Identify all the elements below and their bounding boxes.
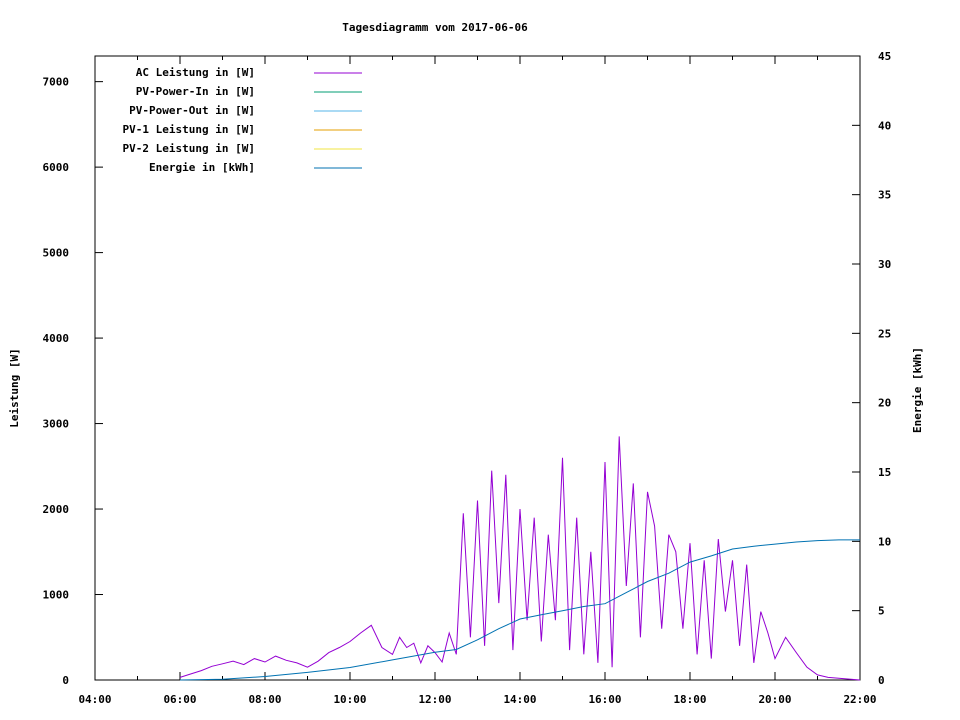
y2-tick-label: 5 [878,605,885,618]
y2-tick-label: 20 [878,397,891,410]
x-tick-label: 22:00 [843,693,876,706]
legend-label: PV-1 Leistung in [W] [123,123,255,136]
legend-label: PV-Power-Out in [W] [129,104,255,117]
x-tick-label: 18:00 [673,693,706,706]
y2-tick-label: 0 [878,674,885,687]
legend-label: Energie in [kWh] [149,161,255,174]
x-tick-label: 20:00 [758,693,791,706]
y2-tick-label: 45 [878,50,891,63]
legend: AC Leistung in [W] PV-Power-In in [W] PV-P… [123,66,362,174]
series-line-5 [179,539,860,681]
x-tick-label: 08:00 [248,693,281,706]
y-tick-label: 2000 [43,503,70,516]
legend-label: PV-Power-In in [W] [136,85,255,98]
y2-tick-label: 25 [878,327,891,340]
y2-tick-label: 15 [878,466,891,479]
y-tick-label: 0 [62,674,69,687]
y-tick-label: 1000 [43,589,70,602]
y2-tick-label: 30 [878,258,891,271]
x-tick-label: 04:00 [78,693,111,706]
y-tick-label: 7000 [43,76,70,89]
y-axis-label: Leistung [W] [8,348,21,427]
x-tick-label: 06:00 [163,693,196,706]
y2-tick-label: 10 [878,535,891,548]
y-tick-label: 4000 [43,332,70,345]
y-tick-label: 5000 [43,247,70,260]
chart-title: Tagesdiagramm vom 2017-06-06 [342,21,528,34]
y2-tick-label: 40 [878,119,891,132]
x-tick-label: 14:00 [503,693,536,706]
y2-axis-label: Energie [kWh] [911,347,924,433]
y-tick-label: 3000 [43,418,70,431]
x-tick-label: 12:00 [418,693,451,706]
series-line-0 [179,436,861,681]
x-tick-label: 16:00 [588,693,621,706]
y-tick-label: 6000 [43,161,70,174]
x-tick-label: 10:00 [333,693,366,706]
legend-label: PV-2 Leistung in [W] [123,142,255,155]
y2-tick-label: 35 [878,189,891,202]
legend-label: AC Leistung in [W] [136,66,255,79]
